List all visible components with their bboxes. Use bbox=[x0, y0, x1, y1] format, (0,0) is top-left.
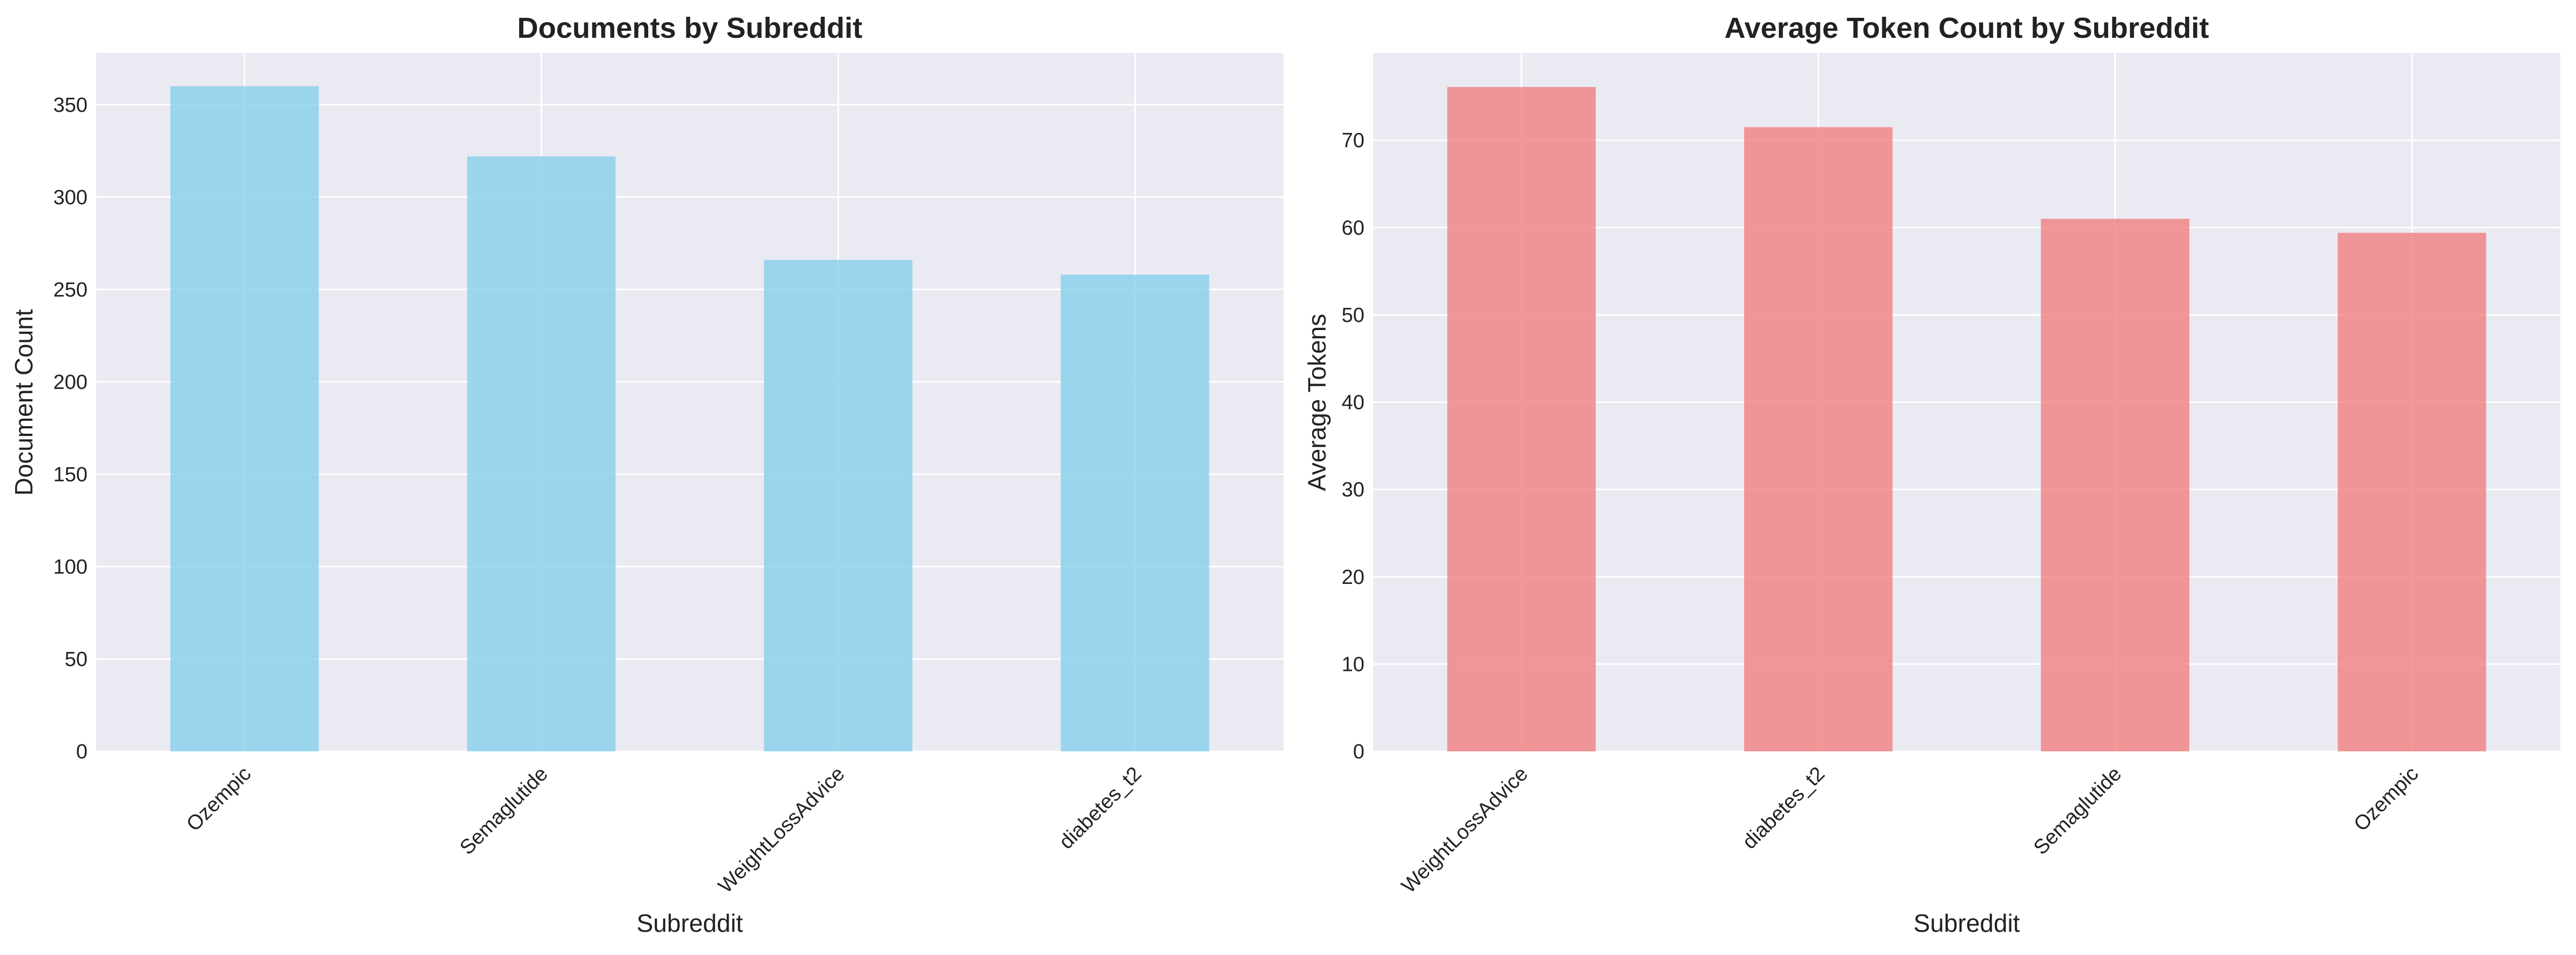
y-tick-label: 300 bbox=[53, 186, 88, 209]
bar-semaglutide bbox=[2041, 219, 2190, 751]
y-tick-label: 0 bbox=[1353, 741, 1364, 763]
x-tick-label: Semaglutide bbox=[456, 763, 553, 859]
avg-tokens-chart: 0 10 20 30 40 50 60 70 WeightLossAdvice diabetes… bbox=[1303, 12, 2560, 937]
x-tick-label: Semaglutide bbox=[2029, 763, 2126, 859]
y-ticks: 0 50 100 150 200 250 300 350 bbox=[53, 94, 88, 763]
x-tick-label: WeightLossAdvice bbox=[1397, 763, 1532, 898]
y-tick-label: 40 bbox=[1342, 392, 1364, 414]
y-tick-label: 50 bbox=[1342, 304, 1364, 327]
y-axis-label: Document Count bbox=[10, 309, 38, 495]
x-tick-label: WeightLossAdvice bbox=[714, 763, 849, 898]
bar-diabetes-t2 bbox=[1744, 127, 1893, 752]
y-axis-label: Average Tokens bbox=[1303, 314, 1331, 491]
y-tick-label: 20 bbox=[1342, 566, 1364, 589]
bar-ozempic bbox=[2337, 232, 2486, 751]
bar-weightlossadvice bbox=[1447, 87, 1596, 752]
bars bbox=[170, 86, 1209, 752]
y-tick-label: 0 bbox=[76, 741, 88, 763]
x-ticks: WeightLossAdvice diabetes_t2 Semaglutide Oz… bbox=[1397, 763, 2423, 898]
bar-semaglutide bbox=[467, 156, 616, 751]
x-axis-label: Subreddit bbox=[637, 909, 743, 937]
chart-title: Average Token Count by Subreddit bbox=[1724, 12, 2209, 44]
y-tick-label: 70 bbox=[1342, 130, 1364, 152]
chart-title: Documents by Subreddit bbox=[517, 12, 862, 44]
x-ticks: Ozempic Semaglutide WeightLossAdvice diabet… bbox=[182, 763, 1146, 898]
y-tick-label: 30 bbox=[1342, 479, 1364, 501]
bars bbox=[1447, 87, 2486, 752]
documents-chart: 0 50 100 150 200 250 300 350 Ozempic Semaglutide… bbox=[10, 12, 1283, 937]
y-tick-label: 250 bbox=[53, 279, 88, 301]
y-ticks: 0 10 20 30 40 50 60 70 bbox=[1342, 130, 1364, 763]
x-tick-label: Ozempic bbox=[182, 763, 255, 836]
x-tick-label: diabetes_t2 bbox=[1055, 763, 1146, 854]
bar-ozempic bbox=[170, 86, 319, 752]
x-axis-label: Subreddit bbox=[1914, 909, 2020, 937]
x-tick-label: diabetes_t2 bbox=[1738, 763, 1830, 854]
y-tick-label: 60 bbox=[1342, 217, 1364, 239]
bar-diabetes-t2 bbox=[1060, 274, 1209, 751]
y-tick-label: 100 bbox=[53, 556, 88, 579]
y-tick-label: 10 bbox=[1342, 653, 1364, 676]
y-tick-label: 150 bbox=[53, 463, 88, 486]
y-tick-label: 350 bbox=[53, 94, 88, 117]
bar-weightlossadvice bbox=[764, 260, 913, 752]
x-tick-label: Ozempic bbox=[2350, 763, 2423, 836]
y-tick-label: 50 bbox=[65, 648, 88, 671]
y-tick-label: 200 bbox=[53, 371, 88, 394]
